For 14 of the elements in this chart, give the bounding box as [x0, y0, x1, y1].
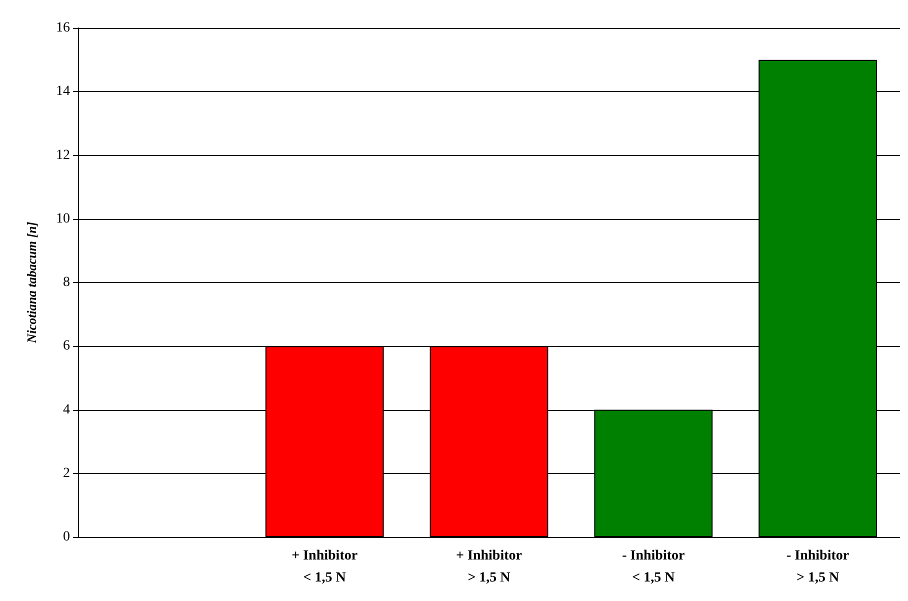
y-tick-label: 2: [63, 466, 70, 481]
x-tick-label: + Inhibitor < 1,5 N: [292, 548, 358, 586]
y-tick-label: 14: [56, 84, 70, 100]
y-tick-label: 12: [56, 148, 70, 163]
y-tick-label: 10: [56, 211, 70, 226]
y-tick-label: 8: [63, 275, 70, 290]
x-tick-label: - Inhibitor < 1,5 N: [622, 548, 685, 586]
x-tick-label: - Inhibitor > 1,5 N: [786, 548, 850, 586]
y-tick-label: 16: [56, 20, 70, 36]
y-tick-label: 0: [63, 530, 70, 544]
x-tick-label: + Inhibitor > 1,5 N: [456, 548, 522, 586]
y-axis-title: Nicotiana tabacum [n]: [24, 222, 39, 344]
y-tick-label: 6: [63, 338, 70, 354]
y-tick-label: 4: [63, 402, 70, 418]
